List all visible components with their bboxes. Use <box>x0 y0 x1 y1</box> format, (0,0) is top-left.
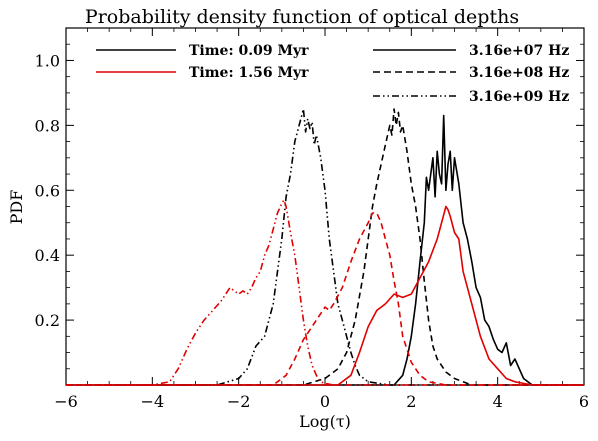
y-axis-label: PDF <box>7 190 26 225</box>
y-tick-label: 0.2 <box>35 311 60 330</box>
x-tick-label: −6 <box>54 392 78 411</box>
series-line-red-dash-dot-dot <box>66 199 584 386</box>
plot-frame <box>65 27 585 386</box>
legend-frequency: 3.16e+07 Hz 3.16e+08 Hz 3.16e+09 Hz <box>373 43 569 105</box>
x-axis-label: Log(τ) <box>299 412 351 431</box>
series-line-black-dash-dot-dot <box>66 108 584 386</box>
x-tick-label: 6 <box>579 392 589 411</box>
y-tick-label: 0.6 <box>35 181 60 200</box>
series-line-red-dashed <box>66 212 584 386</box>
legend-freq-label-2: 3.16e+08 Hz <box>469 65 569 81</box>
legend-freq-label-1: 3.16e+07 Hz <box>469 43 569 59</box>
legend-time: Time: 0.09 Myr Time: 1.56 Myr <box>96 43 309 81</box>
series-line-black-solid <box>66 114 584 386</box>
y-tick-label: 0.4 <box>35 246 60 265</box>
chart-title: Probability density function of optical … <box>85 6 519 28</box>
series-line-black-dashed <box>66 108 584 386</box>
x-tick-label: 4 <box>493 392 503 411</box>
y-axis-ticks: 0.2 0.4 0.6 0.8 1.0 <box>35 27 584 370</box>
legend-freq-label-3: 3.16e+09 Hz <box>469 89 569 105</box>
series-lines <box>66 108 584 386</box>
legend-time-label-1: Time: 0.09 Myr <box>189 43 309 59</box>
legend-time-label-2: Time: 1.56 Myr <box>189 65 309 81</box>
x-tick-label: −4 <box>141 392 165 411</box>
x-axis-ticks: −6 −4 −2 0 2 4 6 <box>54 28 589 411</box>
series-line-red-solid <box>66 205 584 386</box>
y-tick-label: 0.8 <box>35 116 60 135</box>
x-tick-label: 0 <box>320 392 330 411</box>
x-tick-label: 2 <box>406 392 416 411</box>
y-tick-label: 1.0 <box>35 51 60 70</box>
x-tick-label: −2 <box>227 392 251 411</box>
